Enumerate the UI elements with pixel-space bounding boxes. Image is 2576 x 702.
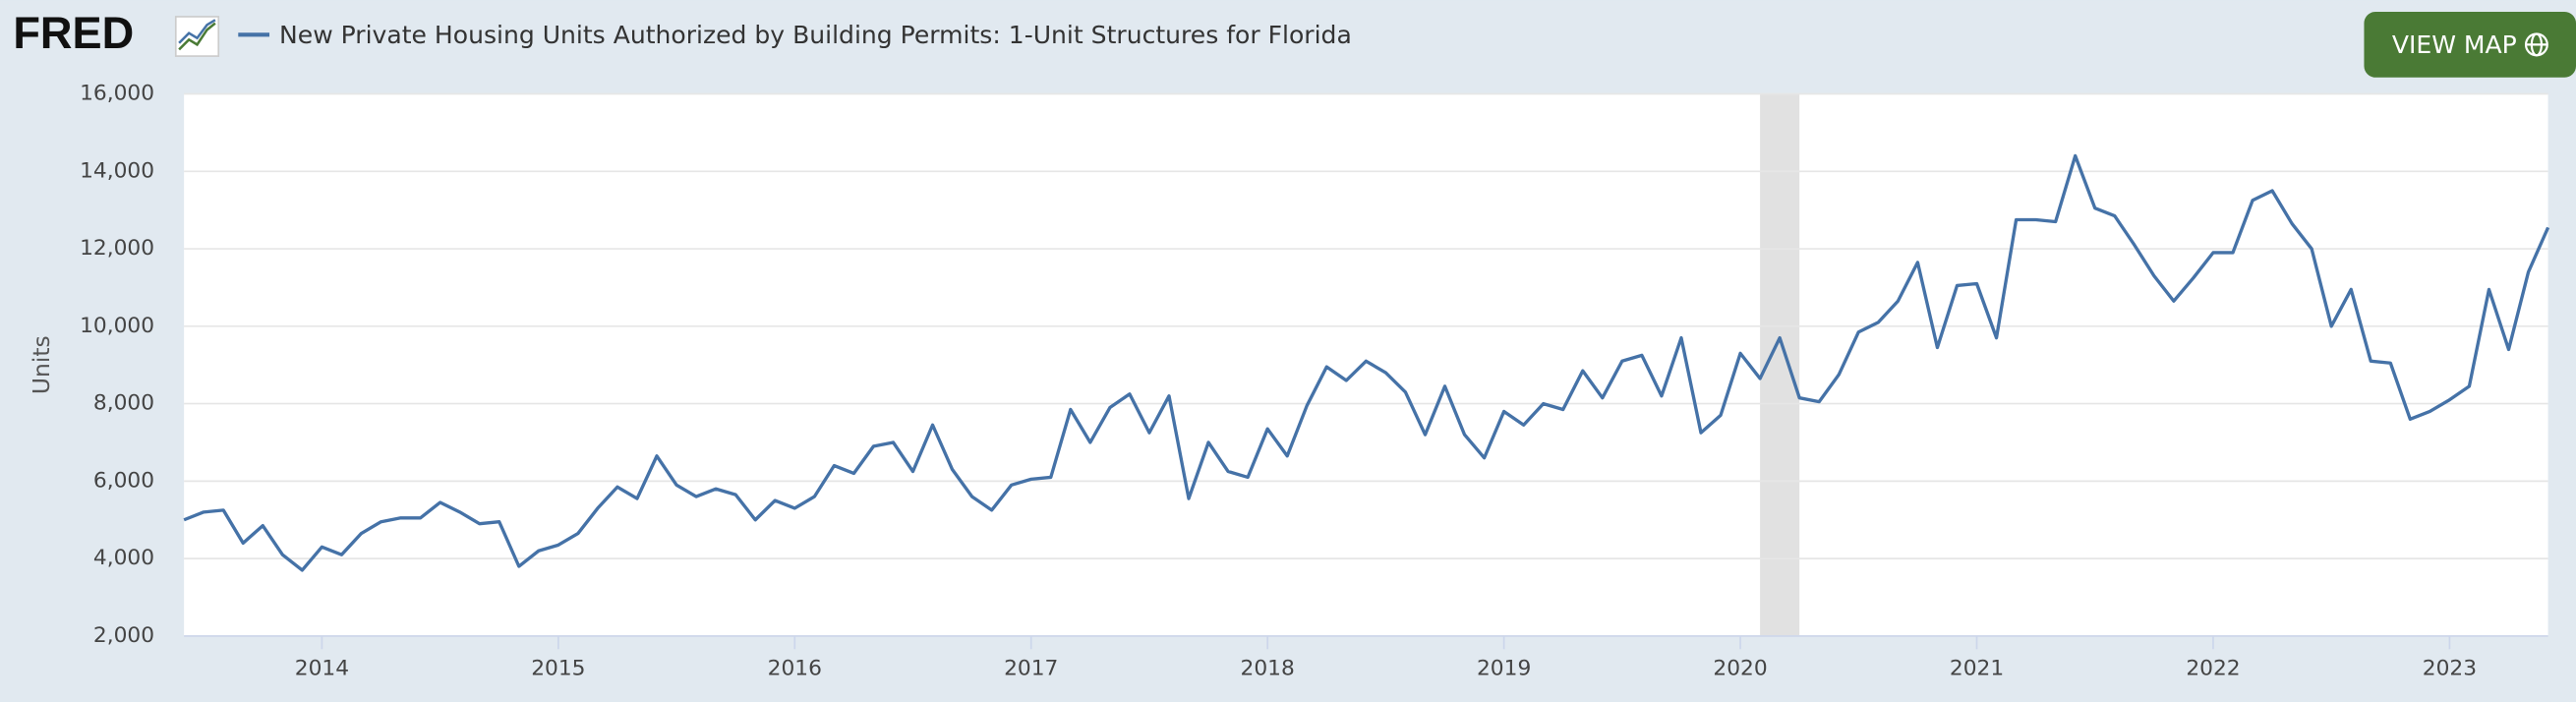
y-tick-label: 2,000	[93, 623, 154, 648]
globe-icon	[2524, 32, 2548, 57]
logo[interactable]: FRED	[13, 8, 134, 58]
legend-label: New Private Housing Units Authorized by …	[279, 21, 1352, 49]
y-axis-label: Units	[28, 335, 55, 394]
x-tick-label: 2022	[2186, 656, 2240, 680]
y-tick-label: 4,000	[93, 546, 154, 570]
x-tick-label: 2015	[531, 656, 585, 680]
data-line	[183, 153, 2550, 572]
plot-area	[184, 93, 2548, 636]
x-tick-label: 2019	[1477, 656, 1531, 680]
x-tick-label: 2020	[1713, 656, 1767, 680]
x-tick-label: 2014	[295, 656, 349, 680]
x-tick-label: 2016	[768, 656, 822, 680]
view-map-button[interactable]: VIEW MAP	[2364, 11, 2576, 78]
y-tick-label: 14,000	[80, 158, 154, 183]
button-background[interactable]	[2364, 11, 2576, 78]
y-tick-label: 12,000	[80, 236, 154, 261]
y-tick-label: 16,000	[80, 82, 154, 106]
x-tick-label: 2017	[1004, 656, 1058, 680]
y-tick-label: 10,000	[80, 314, 154, 338]
x-tick-label: 2023	[2423, 656, 2477, 680]
x-tick-label: 2018	[1241, 656, 1295, 680]
logo-icon	[174, 16, 220, 57]
y-tick-label: 8,000	[93, 391, 154, 416]
button-label[interactable]: VIEW MAP	[2392, 30, 2517, 59]
x-tick-label: 2021	[1950, 656, 2004, 680]
y-tick-label: 6,000	[93, 468, 154, 493]
